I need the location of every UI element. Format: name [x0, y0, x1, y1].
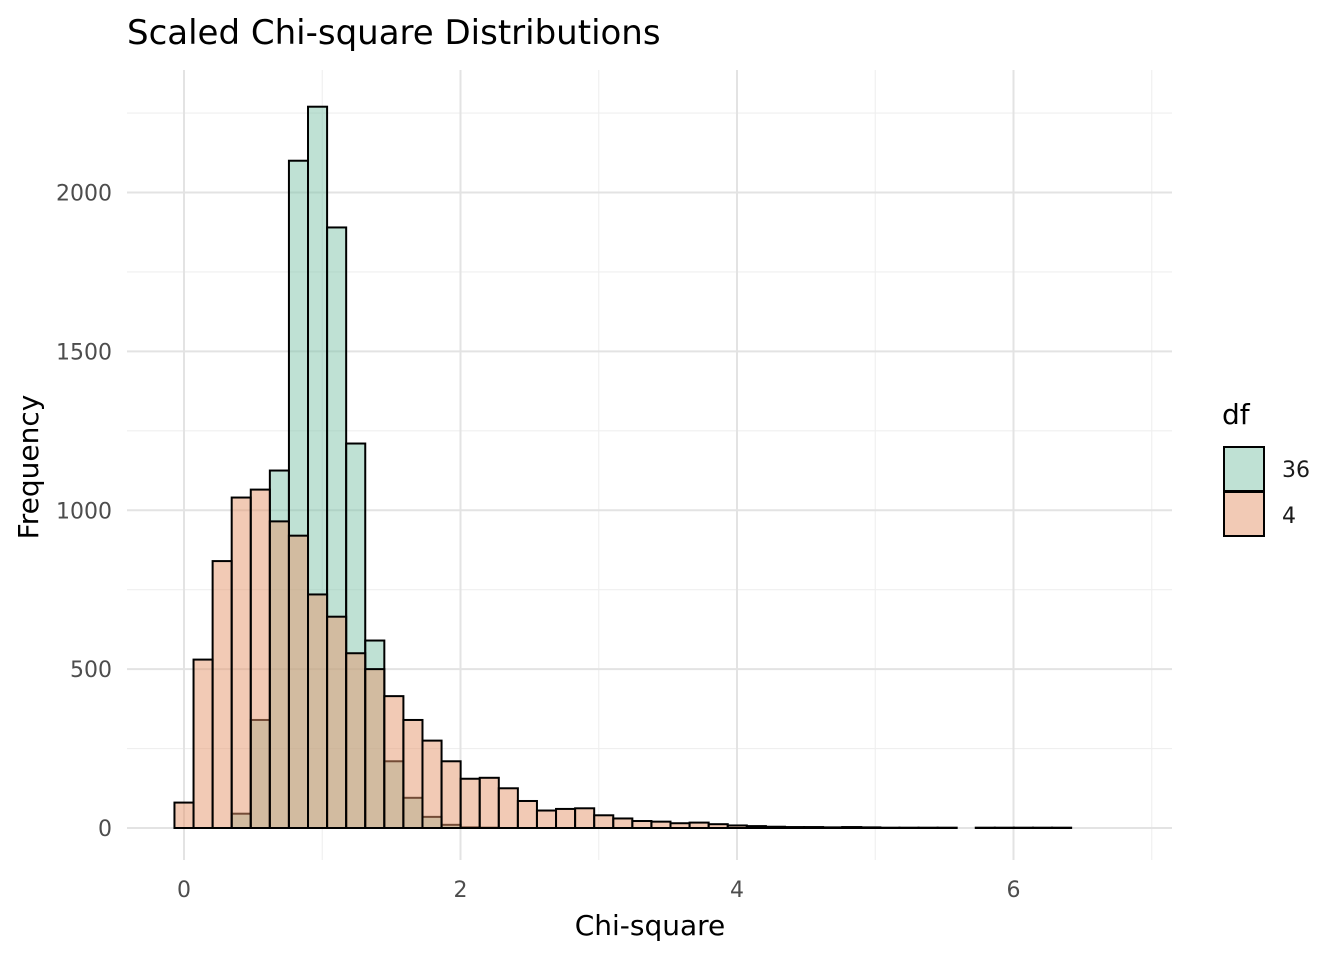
bar-df4-14 — [440, 760, 462, 830]
bar-df4-29 — [726, 824, 748, 830]
bars — [173, 105, 1073, 830]
bar-df4-36 — [860, 826, 882, 830]
bar-df4-10 — [364, 668, 386, 829]
bar-df4-11 — [383, 695, 405, 829]
bar-df4-20 — [555, 807, 577, 829]
x-axis-title: Chi-square — [575, 909, 726, 942]
bar-df4-27 — [688, 821, 710, 830]
y-axis-ticks: 0 500 1000 1500 2000 — [56, 182, 112, 843]
bar-df4-9 — [345, 652, 367, 829]
bar-df4-33 — [803, 826, 825, 830]
y-tick-label: 0 — [98, 817, 112, 842]
bar-df4-19 — [535, 809, 558, 829]
legend-title: df — [1222, 398, 1251, 431]
bar-df4-2 — [211, 560, 233, 830]
x-tick-label: 6 — [1007, 878, 1021, 903]
bar-df4-0 — [173, 801, 195, 830]
bar-df4-5 — [268, 520, 290, 830]
x-tick-label: 2 — [454, 878, 468, 903]
bar-df4-23 — [612, 817, 634, 830]
bar-df4-26 — [669, 822, 691, 830]
legend-key-36 — [1223, 446, 1265, 492]
bar-df4-18 — [516, 799, 538, 830]
legend-label-36: 36 — [1282, 458, 1310, 483]
x-axis-ticks: 0 2 4 6 — [177, 878, 1021, 903]
chart-title: Scaled Chi-square Distributions — [127, 13, 661, 53]
y-tick-label: 1000 — [56, 499, 112, 524]
bar-df4-22 — [593, 814, 615, 829]
bar-df4-3 — [230, 496, 252, 829]
legend-label-4: 4 — [1282, 504, 1296, 529]
bar-df4-35 — [841, 826, 863, 830]
bar-df4-24 — [631, 820, 653, 830]
x-tick-label: 4 — [730, 878, 744, 903]
bar-df4-17 — [497, 787, 519, 829]
bar-df4-15 — [459, 777, 481, 830]
bar-df4-6 — [287, 534, 310, 829]
bar-df4-12 — [402, 718, 424, 830]
y-tick-label: 1500 — [56, 340, 112, 365]
bar-df4-30 — [745, 825, 767, 830]
y-axis-title: Frequency — [12, 395, 45, 540]
bar-df4-28 — [707, 823, 729, 830]
y-tick-label: 2000 — [56, 182, 112, 207]
bar-df4-16 — [478, 776, 500, 829]
bar-df4-1 — [192, 658, 214, 830]
bar-df4-7 — [307, 593, 329, 829]
bar-df4-13 — [421, 739, 443, 830]
bar-df4-8 — [326, 615, 348, 829]
bar-df4-21 — [574, 807, 596, 829]
legend: df 36 4 — [1222, 398, 1310, 537]
y-tick-label: 500 — [70, 658, 112, 683]
x-tick-label: 0 — [177, 878, 191, 903]
bar-df4-4 — [249, 488, 271, 829]
series-4 — [173, 488, 1073, 830]
bar-df4-25 — [650, 820, 672, 830]
legend-key-4 — [1223, 491, 1265, 537]
bar-df4-32 — [783, 826, 806, 830]
bar-df4-34 — [822, 826, 844, 830]
bar-df4-31 — [764, 825, 786, 830]
